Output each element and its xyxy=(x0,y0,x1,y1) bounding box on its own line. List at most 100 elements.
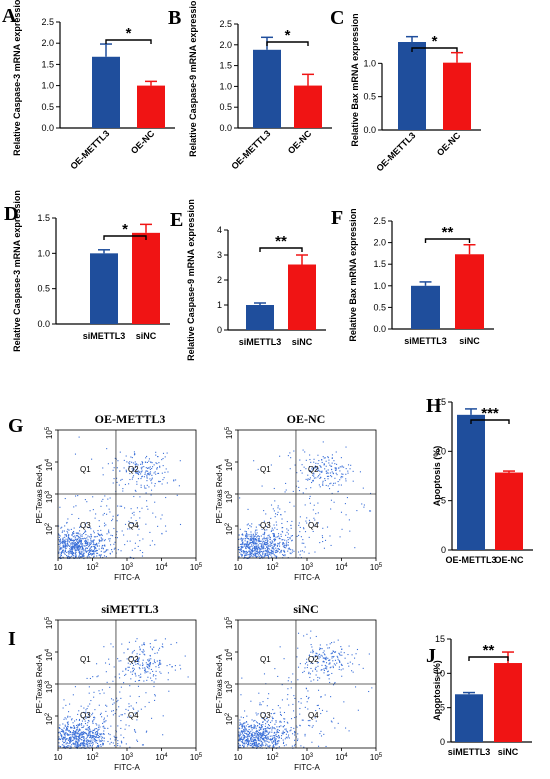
event-dot xyxy=(283,546,285,548)
event-dot xyxy=(69,551,72,553)
event-dot xyxy=(111,535,114,537)
event-dot xyxy=(82,742,84,744)
event-dot xyxy=(253,542,255,545)
event-dot xyxy=(125,469,127,471)
event-dot xyxy=(92,739,94,741)
event-dot xyxy=(268,550,270,552)
event-dot xyxy=(324,654,326,656)
event-dot xyxy=(90,734,92,736)
event-dot xyxy=(254,719,256,722)
event-dot xyxy=(88,545,90,547)
event-dot xyxy=(244,743,246,745)
event-dot xyxy=(62,545,64,547)
event-dot xyxy=(310,644,312,646)
event-dot xyxy=(70,739,72,741)
event-dot xyxy=(133,511,135,513)
event-dot xyxy=(253,734,255,736)
event-dot xyxy=(70,547,72,549)
event-dot xyxy=(319,542,321,544)
event-dot xyxy=(309,454,311,456)
event-dot xyxy=(243,746,245,748)
event-dot xyxy=(265,735,267,737)
event-dot xyxy=(339,479,341,481)
event-dot xyxy=(255,548,257,550)
event-dot xyxy=(333,641,335,643)
event-dot xyxy=(250,738,252,740)
event-dot xyxy=(64,551,66,553)
event-dot xyxy=(271,727,273,729)
event-dot xyxy=(327,657,329,659)
event-dot xyxy=(61,728,63,731)
event-dot xyxy=(85,738,87,740)
event-dot xyxy=(153,659,155,661)
y-tick-label: 1.5 xyxy=(373,259,386,269)
event-dot xyxy=(242,740,244,742)
event-dot xyxy=(266,744,268,746)
event-dot xyxy=(271,545,273,547)
event-dot xyxy=(79,553,81,555)
x-tick-label: 103 xyxy=(301,563,314,572)
event-dot xyxy=(146,480,148,482)
event-dot xyxy=(287,731,289,733)
event-dot xyxy=(348,665,350,667)
event-dot xyxy=(93,737,95,739)
event-dot xyxy=(88,543,90,545)
event-dot xyxy=(294,730,296,733)
event-dot xyxy=(262,721,264,723)
event-dot xyxy=(298,490,301,492)
event-dot xyxy=(260,736,262,738)
event-dot xyxy=(77,744,79,746)
event-dot xyxy=(71,727,73,729)
event-dot xyxy=(82,733,84,735)
event-dot xyxy=(90,536,92,538)
event-dot xyxy=(136,659,138,661)
event-dot xyxy=(124,544,126,546)
bar-oe-nc xyxy=(443,62,471,130)
event-dot xyxy=(83,552,85,554)
event-dot xyxy=(370,492,372,495)
event-dot xyxy=(100,740,103,742)
event-dot xyxy=(334,463,336,465)
category-label: siNC xyxy=(292,337,313,347)
event-dot xyxy=(87,729,89,731)
event-dot xyxy=(282,732,284,734)
x-tick-label: 102 xyxy=(86,753,99,762)
event-dot xyxy=(276,729,278,731)
event-dot xyxy=(253,743,255,745)
event-dot xyxy=(327,469,329,471)
event-dot xyxy=(239,528,241,530)
event-dot xyxy=(257,745,259,748)
event-dot xyxy=(256,714,258,716)
bar-oe-nc xyxy=(294,85,322,128)
event-dot xyxy=(253,724,255,726)
category-label: siMETTL3 xyxy=(83,331,126,341)
event-dot xyxy=(154,501,156,503)
event-dot xyxy=(250,553,252,555)
event-dot xyxy=(117,743,119,745)
event-dot xyxy=(348,645,350,647)
event-dot xyxy=(95,547,97,549)
event-dot xyxy=(64,736,66,738)
event-dot xyxy=(133,495,135,498)
event-dot xyxy=(289,548,291,550)
event-dot xyxy=(151,717,153,719)
event-dot xyxy=(155,451,157,453)
event-dot xyxy=(77,739,79,741)
event-dot xyxy=(299,526,301,529)
event-dot xyxy=(260,724,262,726)
event-dot xyxy=(257,743,259,745)
event-dot xyxy=(130,656,133,658)
event-dot xyxy=(296,726,298,728)
event-dot xyxy=(319,486,321,488)
event-dot xyxy=(60,554,62,556)
event-dot xyxy=(270,549,272,551)
event-dot xyxy=(133,649,135,652)
event-dot xyxy=(114,712,116,715)
event-dot xyxy=(300,702,302,704)
event-dot xyxy=(145,492,147,494)
event-dot xyxy=(341,675,343,677)
event-dot xyxy=(352,480,354,482)
event-dot xyxy=(287,541,289,543)
event-dot xyxy=(239,722,241,724)
event-dot xyxy=(263,733,265,735)
